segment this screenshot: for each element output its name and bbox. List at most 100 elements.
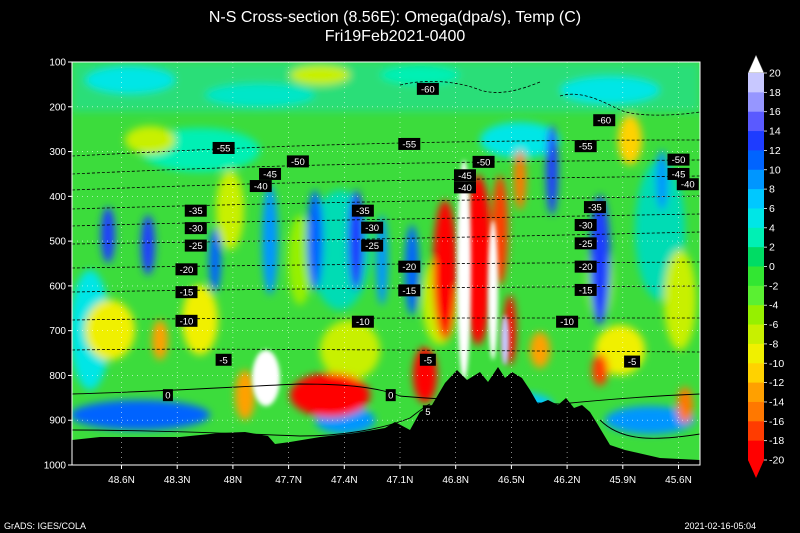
isotherm-label-bg <box>398 137 421 150</box>
colorbar-swatch <box>748 401 764 422</box>
colorbar-bottom-arrow <box>748 460 764 478</box>
isotherm-label: -40 <box>681 180 695 191</box>
x-axis: 48.6N 48.3N 48N 47.7N 47.4N 47.1N 46.8N 46.5N 46… <box>108 62 692 486</box>
isotherm-label-bg <box>361 221 384 234</box>
colorbar-label: -4 <box>769 300 778 312</box>
colorbar-label: -18 <box>769 435 784 447</box>
colorbar-label: -16 <box>769 416 784 428</box>
isotherm-label-bg <box>422 405 433 418</box>
y-tick-label: 600 <box>49 281 66 292</box>
isotherm-label-bg <box>212 141 235 154</box>
colorbar-swatch <box>748 247 764 267</box>
colorbar-swatch <box>748 382 764 403</box>
isotherm-label-bg <box>398 260 421 273</box>
x-tick-label: 46.2N <box>554 475 581 486</box>
isotherm-label: -15 <box>402 286 416 297</box>
isotherm-label: -20 <box>579 262 593 273</box>
isotherm-label: -60 <box>421 84 435 95</box>
x-tick-label: 47.7N <box>275 475 302 486</box>
colorbar-label: -20 <box>769 455 784 467</box>
colorbar-swatch <box>748 343 764 364</box>
isotherm-label: -15 <box>579 285 593 296</box>
isotherm-label: -30 <box>365 223 379 234</box>
isotherm-label: -40 <box>254 182 268 193</box>
isotherm-label-bg <box>574 260 597 273</box>
colorbar-swatch <box>748 169 764 190</box>
isotherm-label: -25 <box>365 241 379 252</box>
plot-frame <box>71 61 701 466</box>
colorbar-swatch <box>748 111 764 132</box>
isotherm-label-bg <box>351 315 374 328</box>
isotherm-label-bg <box>351 204 374 217</box>
isotherm-label-bg <box>667 153 690 166</box>
isotherm-label-bg <box>574 237 597 250</box>
footer-credit: GrADS: IGES/COLA <box>4 521 87 531</box>
isotherm-label-bg <box>583 201 606 214</box>
colorbar-label: 2 <box>769 242 775 254</box>
colorbar-swatch <box>748 73 764 93</box>
isotherm-label: -50 <box>291 157 305 168</box>
isotherm-label-bg <box>184 222 207 235</box>
x-tick-label: 47.4N <box>331 475 358 486</box>
isotherm-label: -50 <box>672 155 686 166</box>
isotherm-label: -35 <box>588 203 602 214</box>
colorbar-label: -8 <box>769 338 778 350</box>
isotherm-label-bg <box>453 181 476 194</box>
chart-subtitle: Fri19Feb2021-0400 <box>324 28 466 45</box>
isotherm-label-bg <box>453 169 476 182</box>
x-tick-label: 48.6N <box>108 475 135 486</box>
isotherm-label: -20 <box>180 265 194 276</box>
isotherm-label: -45 <box>672 169 686 180</box>
isotherm-label: -10 <box>180 316 194 327</box>
colorbar-label: 8 <box>769 184 775 196</box>
isotherm-label-bg <box>184 239 207 252</box>
colorbar-swatch <box>748 131 764 151</box>
isotherm-label-bg <box>184 204 207 217</box>
chart-title: N-S Cross-section (8.56E): Omega(dpa/s),… <box>208 9 582 26</box>
isotherm-label-bg <box>574 140 597 153</box>
isotherm-labels: -60-60-55 -55 -55-50 -50 -50-45 -45 -45-40 -40-… <box>162 82 699 418</box>
colorbar-swatch <box>748 305 764 326</box>
isotherm-label: -20 <box>402 262 416 273</box>
isotherm-label-bg <box>175 263 198 276</box>
y-tick-label: 400 <box>49 192 66 203</box>
isotherm-label: -25 <box>579 239 593 250</box>
footer-timestamp: 2021-02-16-05:04 <box>684 521 756 531</box>
isotherm-label-bg <box>574 283 597 296</box>
isotherm-label: -35 <box>189 206 203 217</box>
isotherm-label: -55 <box>217 143 231 154</box>
isotherm-label-bg <box>385 389 396 402</box>
colorbar-swatch <box>748 285 764 306</box>
colorbar-label: 18 <box>769 87 781 99</box>
colorbar-swatch <box>748 266 764 287</box>
colorbar-label: -14 <box>769 396 784 408</box>
y-tick-label: 1000 <box>44 461 67 472</box>
x-tick-label: 48.3N <box>164 475 191 486</box>
y-tick-label: 300 <box>49 147 66 158</box>
colorbar-label: 20 <box>769 68 781 80</box>
isotherm-label: -45 <box>263 169 277 180</box>
colorbar-swatch <box>748 150 764 171</box>
colorbar-label: 10 <box>769 164 781 176</box>
isotherm-label-bg <box>667 167 690 180</box>
x-tick-label: 48N <box>224 475 242 486</box>
isotherm-label: -5 <box>628 357 636 368</box>
colorbar-label: 0 <box>769 261 775 273</box>
isotherm-label-bg <box>398 284 421 297</box>
isotherm-label: 0 <box>388 391 393 402</box>
colorbar-label: 12 <box>769 145 781 157</box>
colorbar-label: -6 <box>769 319 778 331</box>
x-tick-label: 45.9N <box>609 475 636 486</box>
colorbar-swatch <box>748 440 764 461</box>
colorbar-swatch <box>748 227 764 248</box>
colorbar-label: 4 <box>769 222 775 234</box>
colorbar-swatch <box>748 92 764 113</box>
x-tick-label: 47.1N <box>387 475 414 486</box>
colorbar-swatch <box>748 208 764 229</box>
colorbar-swatch <box>748 324 764 345</box>
isotherm-label: -55 <box>579 142 593 153</box>
isotherm-label: -5 <box>219 355 227 366</box>
isotherm-label: -25 <box>189 241 203 252</box>
x-tick-label: 46.5N <box>498 475 525 486</box>
